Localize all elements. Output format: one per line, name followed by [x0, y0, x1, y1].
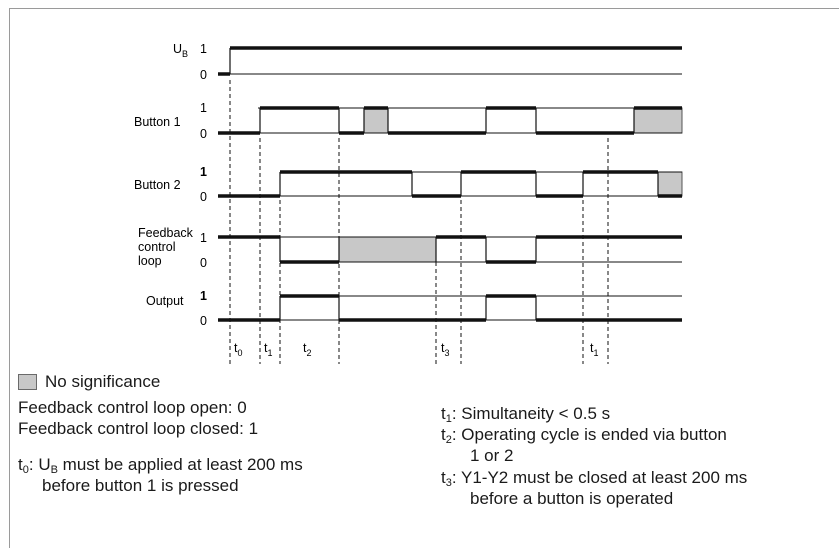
no-significance-regions — [338, 107, 683, 263]
button2-low-label: 0 — [200, 190, 207, 204]
feedback-high-label: 1 — [200, 231, 207, 245]
legend-t3-line2: before a button is operated — [470, 489, 674, 508]
feedback-label-line1: Feedback — [138, 226, 194, 240]
legend-open: Feedback control loop open: 0 — [18, 398, 247, 417]
legend-t3-prefix: t — [441, 468, 446, 487]
legend-t3-sub: 3 — [445, 477, 452, 489]
legend-t2-sub: 2 — [445, 434, 452, 446]
ub-low-label: 0 — [200, 68, 207, 82]
legend-t0-colon: : — [28, 455, 34, 474]
legend-t3: t3: Y1-Y2 must be closed at least 200 ms — [441, 468, 748, 489]
button2-label: Button 2 — [134, 178, 181, 192]
legend-no-significance: No significance — [45, 372, 161, 391]
timing-diagram: UB Button 1 Button 2 Feedback control lo… — [134, 42, 683, 364]
legend-t1-prefix: t — [441, 404, 446, 423]
signal-traces — [218, 46, 682, 322]
output-label: Output — [146, 294, 184, 308]
button1-transitions — [259, 108, 635, 133]
button2-high-label: 1 — [200, 165, 207, 179]
ub-trace — [218, 46, 682, 76]
legend-t0-sub: 0 — [22, 464, 29, 476]
button1-low-label: 0 — [200, 127, 207, 141]
marker-t0: t0 — [234, 341, 243, 358]
diagram-frame — [9, 8, 839, 548]
legend-t2-line2: 1 or 2 — [470, 446, 514, 465]
legend-t0: t0: UB must be applied at least 200 ms — [18, 455, 303, 476]
timing-guides — [229, 80, 609, 364]
no-significance-button2 — [657, 171, 683, 197]
output-low-label: 0 — [200, 314, 207, 328]
no-significance-feedback — [338, 236, 437, 263]
marker-t2: t2 — [303, 341, 312, 358]
time-markers: t0 t1 t2 t3 t1 — [234, 341, 599, 358]
ub-high-label: 1 — [200, 42, 207, 56]
button1-trace — [218, 106, 682, 135]
legend-t0-line2: before button 1 is pressed — [42, 476, 239, 495]
marker-t1: t1 — [264, 341, 273, 358]
marker-t3: t3 — [441, 341, 450, 358]
feedback-trace — [218, 235, 682, 264]
feedback-label-line3: loop — [138, 254, 162, 268]
legend-t0-text1: must be applied at least 200 ms — [57, 455, 303, 474]
feedback-label-line2: control — [138, 240, 176, 254]
no-significance-swatch — [18, 374, 37, 390]
output-trace — [218, 294, 682, 322]
legend-t3-text1: : Y1-Y2 must be closed at least 200 ms — [451, 468, 748, 487]
feedback-low-label: 0 — [200, 256, 207, 270]
legend-t2-prefix: t — [441, 425, 446, 444]
legend-t0-ub-sub: B — [50, 464, 58, 476]
legend-t1: t1: Simultaneity < 0.5 s — [441, 404, 611, 425]
button1-label: Button 1 — [134, 115, 181, 129]
button2-transitions — [279, 172, 659, 196]
no-significance-button1-a — [363, 107, 389, 134]
legend-t2-text1: : Operating cycle is ended via button — [451, 425, 727, 444]
button1-high-label: 1 — [200, 101, 207, 115]
level-labels: 1 0 1 0 1 0 1 0 1 0 — [200, 42, 207, 328]
legend-t1-sub: 1 — [445, 413, 452, 425]
legend-t0-ub: U — [38, 455, 51, 474]
legend-t0-prefix: t — [18, 455, 23, 474]
marker-t1-second: t1 — [590, 341, 599, 358]
legend-t2: t2: Operating cycle is ended via button — [441, 425, 727, 446]
output-transitions — [279, 296, 537, 320]
button2-trace — [218, 170, 682, 198]
no-significance-button1-b — [633, 107, 683, 134]
legend-t1-text: : Simultaneity < 0.5 s — [451, 404, 611, 423]
legend-closed: Feedback control loop closed: 1 — [18, 419, 259, 438]
output-high-label: 1 — [200, 289, 207, 303]
ub-label: UB — [173, 42, 188, 59]
